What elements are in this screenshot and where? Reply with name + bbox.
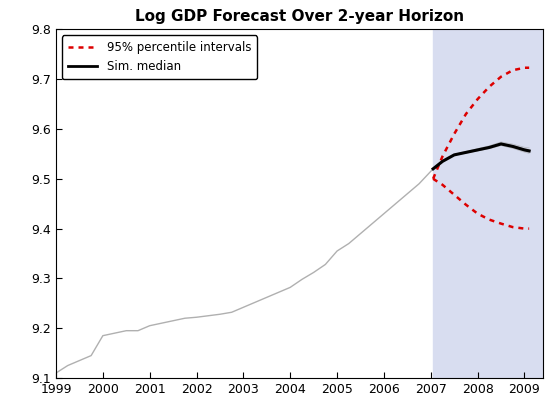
95% percentile intervals bbox=[498, 74, 505, 79]
Line: 95% percentile intervals: 95% percentile intervals bbox=[433, 68, 529, 179]
95% percentile intervals bbox=[526, 65, 533, 70]
Sim. median bbox=[498, 142, 505, 147]
Sim. median bbox=[486, 145, 493, 150]
95% percentile intervals bbox=[486, 84, 493, 89]
95% percentile intervals bbox=[510, 68, 516, 73]
Sim. median bbox=[463, 150, 469, 155]
Sim. median bbox=[474, 147, 481, 152]
95% percentile intervals bbox=[439, 154, 446, 159]
Sim. median bbox=[510, 144, 516, 149]
95% percentile intervals bbox=[451, 131, 458, 136]
Sim. median bbox=[439, 159, 446, 164]
Sim. median bbox=[521, 147, 528, 152]
Sim. median bbox=[451, 152, 458, 158]
95% percentile intervals bbox=[521, 65, 528, 70]
Sim. median bbox=[430, 166, 436, 171]
95% percentile intervals bbox=[474, 97, 481, 102]
Line: Sim. median: Sim. median bbox=[433, 144, 529, 169]
Sim. median bbox=[526, 148, 533, 153]
Bar bbox=[433, 29, 543, 378]
95% percentile intervals bbox=[463, 112, 469, 117]
Title: Log GDP Forecast Over 2-year Horizon: Log GDP Forecast Over 2-year Horizon bbox=[135, 9, 464, 24]
Legend: 95% percentile intervals, Sim. median: 95% percentile intervals, Sim. median bbox=[62, 35, 257, 79]
95% percentile intervals bbox=[430, 176, 436, 181]
